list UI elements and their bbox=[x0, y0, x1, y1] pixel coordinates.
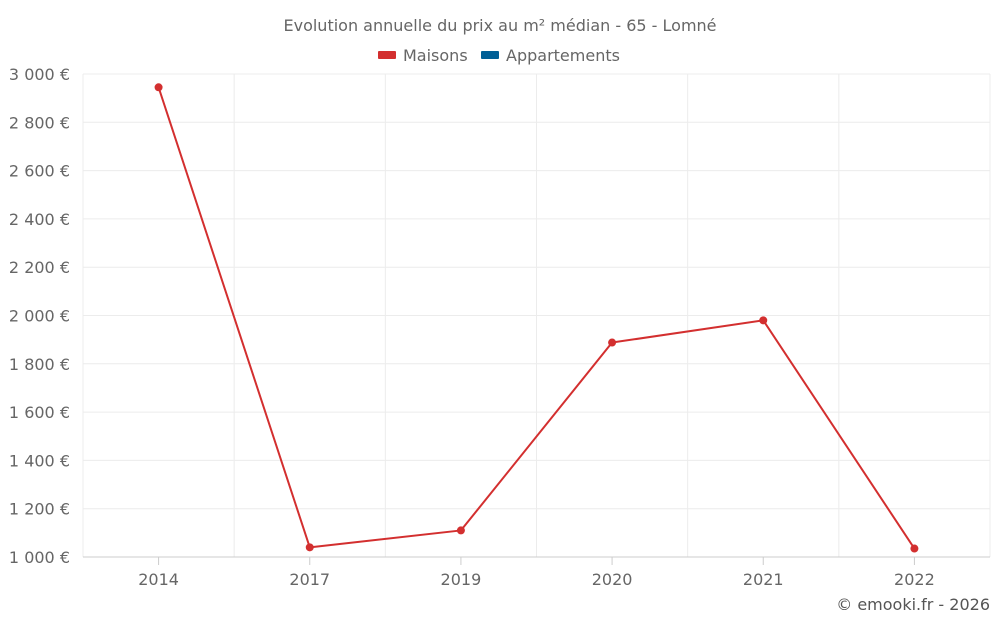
grid bbox=[82, 73, 991, 557]
y-tick-label: 3 000 € bbox=[9, 65, 70, 84]
x-axis: 2014 2017 2019 2020 2021 2022 bbox=[83, 556, 990, 589]
data-point-maisons[interactable] bbox=[305, 543, 314, 552]
y-tick-label: 1 000 € bbox=[9, 548, 70, 567]
y-tick-label: 2 000 € bbox=[9, 307, 70, 326]
y-tick-label: 1 600 € bbox=[9, 403, 70, 422]
x-tick-label: 2014 bbox=[138, 570, 179, 589]
legend-label-maisons: Maisons bbox=[403, 46, 468, 65]
x-tick-label: 2021 bbox=[743, 570, 784, 589]
y-tick-label: 1 200 € bbox=[9, 500, 70, 519]
legend-swatch-maisons bbox=[378, 51, 396, 59]
series-layer bbox=[154, 83, 919, 553]
y-tick-label: 2 200 € bbox=[9, 258, 70, 277]
x-tick-label: 2019 bbox=[441, 570, 482, 589]
data-point-maisons[interactable] bbox=[759, 316, 768, 325]
y-tick-label: 1 800 € bbox=[9, 355, 70, 374]
credit-text: © emooki.fr - 2026 bbox=[836, 595, 990, 614]
y-tick-label: 1 400 € bbox=[9, 451, 70, 470]
data-point-maisons[interactable] bbox=[910, 544, 919, 553]
chart-title: Evolution annuelle du prix au m² médian … bbox=[283, 16, 716, 35]
x-tick-label: 2022 bbox=[894, 570, 935, 589]
data-point-maisons[interactable] bbox=[456, 526, 465, 535]
legend-item-appartements[interactable]: Appartements bbox=[481, 46, 620, 65]
y-tick-label: 2 400 € bbox=[9, 210, 70, 229]
x-tick-label: 2017 bbox=[289, 570, 330, 589]
y-axis: 1 000 € 1 200 € 1 400 € 1 600 € 1 800 € 2 000… bbox=[9, 65, 70, 567]
series-line-maisons bbox=[157, 86, 916, 550]
legend: Maisons Appartements bbox=[378, 46, 620, 65]
y-tick-label: 2 800 € bbox=[9, 113, 70, 132]
legend-label-appartements: Appartements bbox=[506, 46, 620, 65]
y-tick-label: 2 600 € bbox=[9, 162, 70, 181]
legend-item-maisons[interactable]: Maisons bbox=[378, 46, 468, 65]
x-tick-label: 2020 bbox=[592, 570, 633, 589]
data-point-maisons[interactable] bbox=[154, 83, 163, 92]
legend-swatch-appartements bbox=[481, 51, 499, 59]
data-point-maisons[interactable] bbox=[608, 338, 617, 347]
